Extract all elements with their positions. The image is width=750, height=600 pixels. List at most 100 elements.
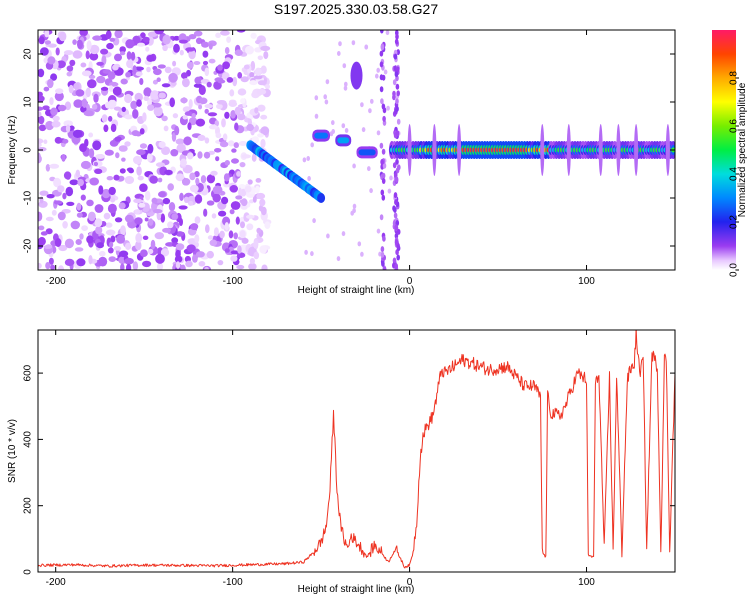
noise-blob	[215, 32, 222, 38]
noise-blob	[85, 50, 90, 60]
noise-blob	[310, 251, 314, 257]
noise-blob	[216, 100, 227, 105]
noise-blob	[217, 64, 223, 71]
noise-blob	[245, 45, 254, 55]
noise-blob	[394, 176, 399, 183]
noise-blob	[171, 132, 177, 142]
noise-blob	[256, 88, 267, 95]
noise-blob	[382, 266, 387, 270]
noise-blob	[147, 143, 154, 154]
noise-blob	[325, 79, 330, 85]
noise-blob	[215, 156, 220, 162]
noise-blob	[160, 248, 170, 257]
colorbar-gradient	[712, 30, 736, 270]
noise-blob	[208, 124, 218, 130]
noise-blob	[155, 253, 165, 264]
noise-blob	[161, 115, 168, 122]
noise-blob	[249, 80, 258, 86]
noise-blob	[204, 266, 209, 270]
noise-blob	[336, 256, 341, 262]
noise-blob	[240, 98, 246, 104]
noise-blob	[147, 98, 152, 107]
noise-blob	[202, 60, 209, 66]
noise-blob	[236, 171, 242, 177]
noise-blob	[338, 41, 342, 47]
y-tick-label: 400	[23, 431, 34, 448]
noise-blob	[206, 250, 214, 259]
noise-blob	[260, 126, 270, 136]
noise-blob	[234, 122, 239, 131]
noise-blob	[57, 185, 65, 193]
noise-blob	[198, 85, 206, 96]
noise-blob	[142, 235, 149, 240]
noise-blob	[210, 170, 218, 176]
noise-blob	[143, 87, 152, 97]
noise-blob	[124, 176, 135, 184]
noise-blob	[54, 91, 64, 102]
noise-blob	[183, 136, 192, 146]
noise-blob	[194, 234, 200, 243]
noise-blob	[160, 213, 166, 223]
y-tick-label: 10	[23, 96, 34, 108]
noise-blob	[396, 118, 401, 125]
noise-blob	[62, 138, 69, 144]
noise-blob	[81, 70, 92, 77]
noise-blob	[105, 229, 116, 236]
noise-blob	[172, 113, 179, 119]
noise-blob	[93, 93, 99, 103]
noise-blob	[175, 173, 185, 182]
noise-blob	[240, 204, 248, 210]
noise-blob	[352, 163, 356, 169]
noise-blob	[190, 223, 199, 231]
noise-blob	[180, 97, 188, 104]
noise-blob	[174, 125, 180, 136]
noise-blob	[379, 50, 384, 57]
noise-blob	[341, 231, 346, 237]
noise-blob	[118, 202, 126, 210]
noise-blob	[175, 243, 185, 251]
noise-blob	[106, 176, 114, 181]
noise-blob	[105, 222, 113, 228]
noise-blob	[38, 138, 44, 144]
noise-blob	[49, 97, 54, 106]
noise-blob	[94, 168, 103, 174]
noise-blob	[44, 40, 52, 45]
noise-blob	[375, 73, 379, 79]
noise-blob	[176, 143, 186, 153]
noise-blob	[228, 230, 234, 239]
noise-blob	[224, 222, 229, 231]
noise-blob	[249, 199, 254, 204]
snr-panel: -200 -100 0 100 0 200 400 600 Height of straig…	[7, 329, 676, 595]
noise-blob	[66, 201, 75, 206]
noise-blob	[113, 174, 120, 181]
noise-blob	[236, 30, 246, 33]
x-tick-label: 0	[407, 577, 413, 588]
noise-blob	[234, 106, 241, 116]
noise-blob	[77, 179, 84, 187]
noise-blob	[66, 71, 73, 77]
noise-blob	[163, 125, 169, 132]
noise-blob	[62, 192, 67, 200]
noise-blob	[193, 30, 203, 37]
noise-blob	[171, 213, 178, 221]
noise-blob	[69, 179, 79, 186]
noise-blob	[158, 141, 166, 149]
noise-blob	[263, 51, 269, 60]
noise-blob	[56, 60, 66, 69]
x-tick-label: -200	[46, 276, 66, 287]
noise-blob	[164, 66, 172, 74]
noise-blob	[154, 30, 164, 35]
noise-blob	[65, 186, 74, 197]
noise-blob	[367, 166, 371, 172]
noise-blob	[108, 115, 113, 122]
noise-blob	[38, 95, 45, 103]
colorbar-tick-label: 0.6	[729, 119, 740, 133]
snr-background	[38, 330, 675, 572]
noise-blob	[239, 162, 246, 168]
noise-blob	[204, 104, 214, 109]
noise-blob	[38, 211, 43, 222]
noise-blob	[381, 172, 386, 179]
noise-blob	[344, 81, 348, 87]
noise-blob	[38, 142, 42, 148]
noise-blob	[63, 171, 72, 180]
